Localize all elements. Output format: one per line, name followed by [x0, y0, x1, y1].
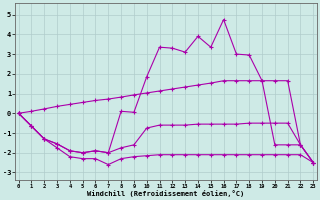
X-axis label: Windchill (Refroidissement éolien,°C): Windchill (Refroidissement éolien,°C)	[87, 190, 244, 197]
